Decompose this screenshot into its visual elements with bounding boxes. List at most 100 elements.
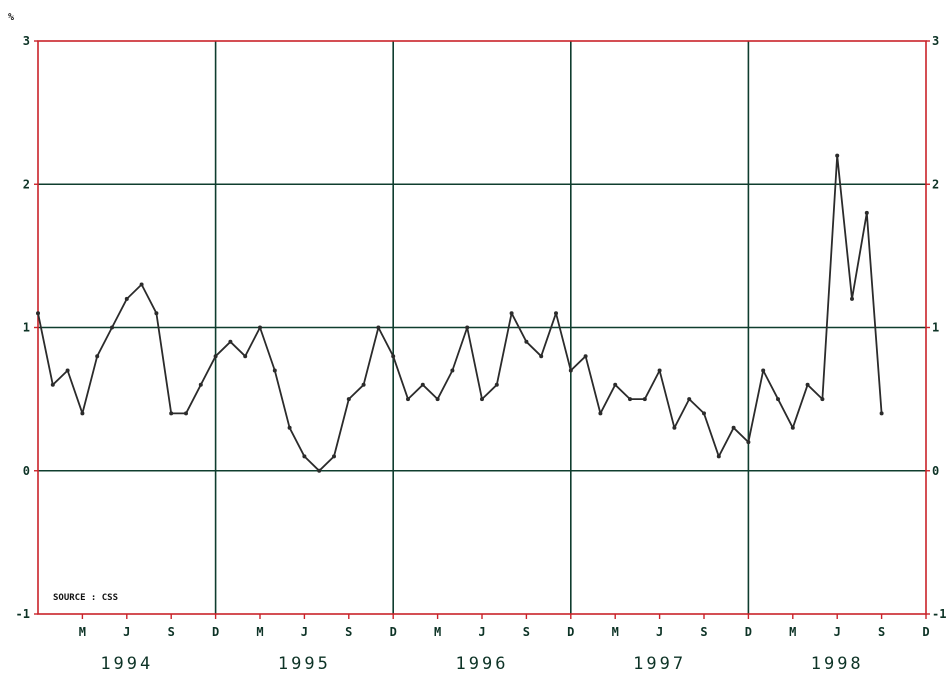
data-point: [124, 296, 129, 301]
data-point: [494, 382, 499, 387]
data-point: [687, 397, 692, 402]
x-tick-label: S: [345, 625, 352, 639]
x-tick-label: M: [256, 625, 263, 639]
data-point: [406, 397, 410, 402]
data-point: [36, 311, 40, 316]
data-point: [657, 368, 662, 373]
year-label: 1995: [278, 654, 331, 674]
y-tick-label: -1: [16, 607, 30, 621]
data-point: [568, 368, 573, 373]
data-point: [509, 311, 514, 316]
y-tick-label-right: 3: [932, 34, 939, 48]
data-point: [480, 397, 484, 402]
x-tick-label: J: [834, 625, 841, 639]
data-point: [169, 411, 174, 416]
data-point: [776, 397, 780, 402]
data-point: [790, 425, 795, 430]
data-point: [50, 382, 55, 387]
data-point: [435, 397, 440, 402]
y-tick-label: 3: [23, 34, 30, 48]
x-tick-label: M: [612, 625, 619, 639]
data-point: [332, 454, 336, 459]
data-point: [879, 411, 884, 416]
x-tick-label: M: [789, 625, 796, 639]
x-tick-label: S: [700, 625, 707, 639]
y-tick-label-right: 0: [932, 464, 939, 478]
y-tick-label-right: -1: [932, 607, 946, 621]
source-note: SOURCE : CSS: [53, 593, 118, 603]
data-point: [598, 411, 603, 416]
year-label: 1996: [456, 654, 509, 674]
data-point: [391, 354, 396, 359]
data-point: [317, 468, 322, 473]
data-point: [95, 354, 100, 359]
x-tick-label: S: [878, 625, 885, 639]
data-point: [524, 339, 529, 344]
year-label: 1997: [633, 654, 686, 674]
x-tick-label: J: [656, 625, 663, 639]
data-point: [746, 440, 751, 445]
data-point: [864, 210, 869, 215]
x-tick-label: D: [745, 625, 752, 639]
data-point: [346, 397, 351, 402]
data-point: [450, 368, 455, 373]
data-point: [820, 397, 825, 402]
grid: [38, 41, 926, 614]
data-point: [554, 311, 558, 316]
data-point: [80, 411, 85, 416]
data-point: [716, 454, 721, 459]
y-tick-label-right: 2: [932, 177, 939, 191]
data-point: [805, 382, 810, 387]
data-point: [228, 339, 233, 344]
x-tick-label: M: [79, 625, 86, 639]
series-line: [37, 154, 883, 472]
data-point: [184, 411, 188, 416]
x-tick-label: D: [567, 625, 574, 639]
y-tick-label: 1: [23, 321, 30, 335]
x-tick-label: J: [123, 625, 130, 639]
x-tick-label: S: [168, 625, 175, 639]
year-label: 1994: [100, 654, 153, 674]
data-point: [672, 425, 677, 430]
data-point: [376, 325, 381, 330]
data-point: [731, 425, 736, 430]
x-tick-label: D: [922, 625, 929, 639]
data-point: [642, 397, 647, 402]
data-point: [420, 382, 425, 387]
data-point: [835, 153, 840, 158]
y-axis: -1 -1 0 0 1 1 2 2 3 3: [16, 34, 947, 621]
x-tick-label: J: [478, 625, 485, 639]
data-point: [139, 282, 144, 287]
data-point: [243, 354, 248, 359]
data-point: [702, 411, 706, 416]
data-point: [583, 354, 588, 359]
data-point: [154, 311, 159, 316]
data-point: [302, 454, 307, 459]
data-point: [628, 397, 632, 402]
x-tick-label: S: [523, 625, 530, 639]
x-tick-label: J: [301, 625, 308, 639]
year-label: 1998: [811, 654, 864, 674]
data-point: [110, 325, 114, 330]
data-series: [36, 153, 884, 473]
data-point: [539, 354, 544, 359]
data-point: [465, 325, 470, 330]
data-point: [198, 382, 203, 387]
data-point: [258, 325, 262, 330]
unit-label: %: [8, 12, 14, 23]
data-point: [850, 296, 854, 301]
x-tick-label: D: [212, 625, 219, 639]
data-point: [287, 425, 292, 430]
y-tick-label-right: 1: [932, 321, 939, 335]
data-point: [213, 354, 218, 359]
y-tick-label: 0: [23, 464, 30, 478]
y-tick-label: 2: [23, 177, 30, 191]
data-point: [272, 368, 277, 373]
x-axis: M J S D M J S D M J S D M J S D M J S D 1994 1995 1996 1997 1998: [79, 614, 930, 674]
x-tick-label: D: [390, 625, 397, 639]
data-point: [761, 368, 766, 373]
data-point: [361, 382, 366, 387]
data-point: [613, 382, 618, 387]
data-point: [65, 368, 70, 373]
